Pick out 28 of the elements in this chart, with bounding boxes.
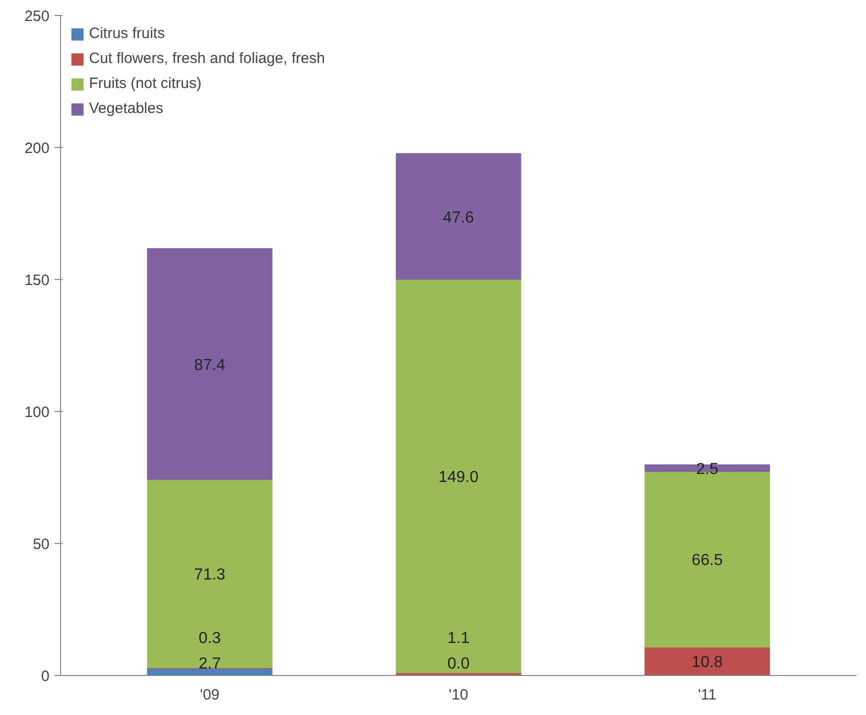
data-label: 10.8 [692,654,723,672]
bar [147,248,272,480]
bar [396,278,522,674]
data-label: 47.6 [442,209,474,226]
bar [644,646,770,676]
y-tick-label: 100 [24,404,50,421]
legend-label: Cut flowers, fresh and foliage, fresh [89,50,325,67]
legend-label: Vegetables [89,100,164,117]
data-label: 149.0 [438,468,479,486]
y-tick-label: 50 [32,536,50,553]
legend-label: Fruits (not citrus) [89,75,202,92]
x-tick-label: '09 [200,686,220,704]
bar [396,153,522,280]
data-label: 0.0 [447,655,470,672]
data-label: 66.5 [692,552,723,570]
legend-label: Citrus fruits [89,25,165,42]
x-tick-label: '11 [698,686,716,704]
data-label: 87.4 [194,356,226,374]
data-label: 0.3 [198,630,221,648]
x-tick-label: '10 [448,686,468,704]
data-label: 2.7 [198,655,221,672]
y-tick-label: 250 [24,8,50,25]
bar [147,478,272,668]
data-label: 71.3 [194,566,226,584]
y-tick-label: 0 [41,668,50,685]
y-tick-label: 150 [24,272,50,289]
data-label: 1.1 [447,630,470,648]
y-tick-label: 200 [24,140,50,157]
